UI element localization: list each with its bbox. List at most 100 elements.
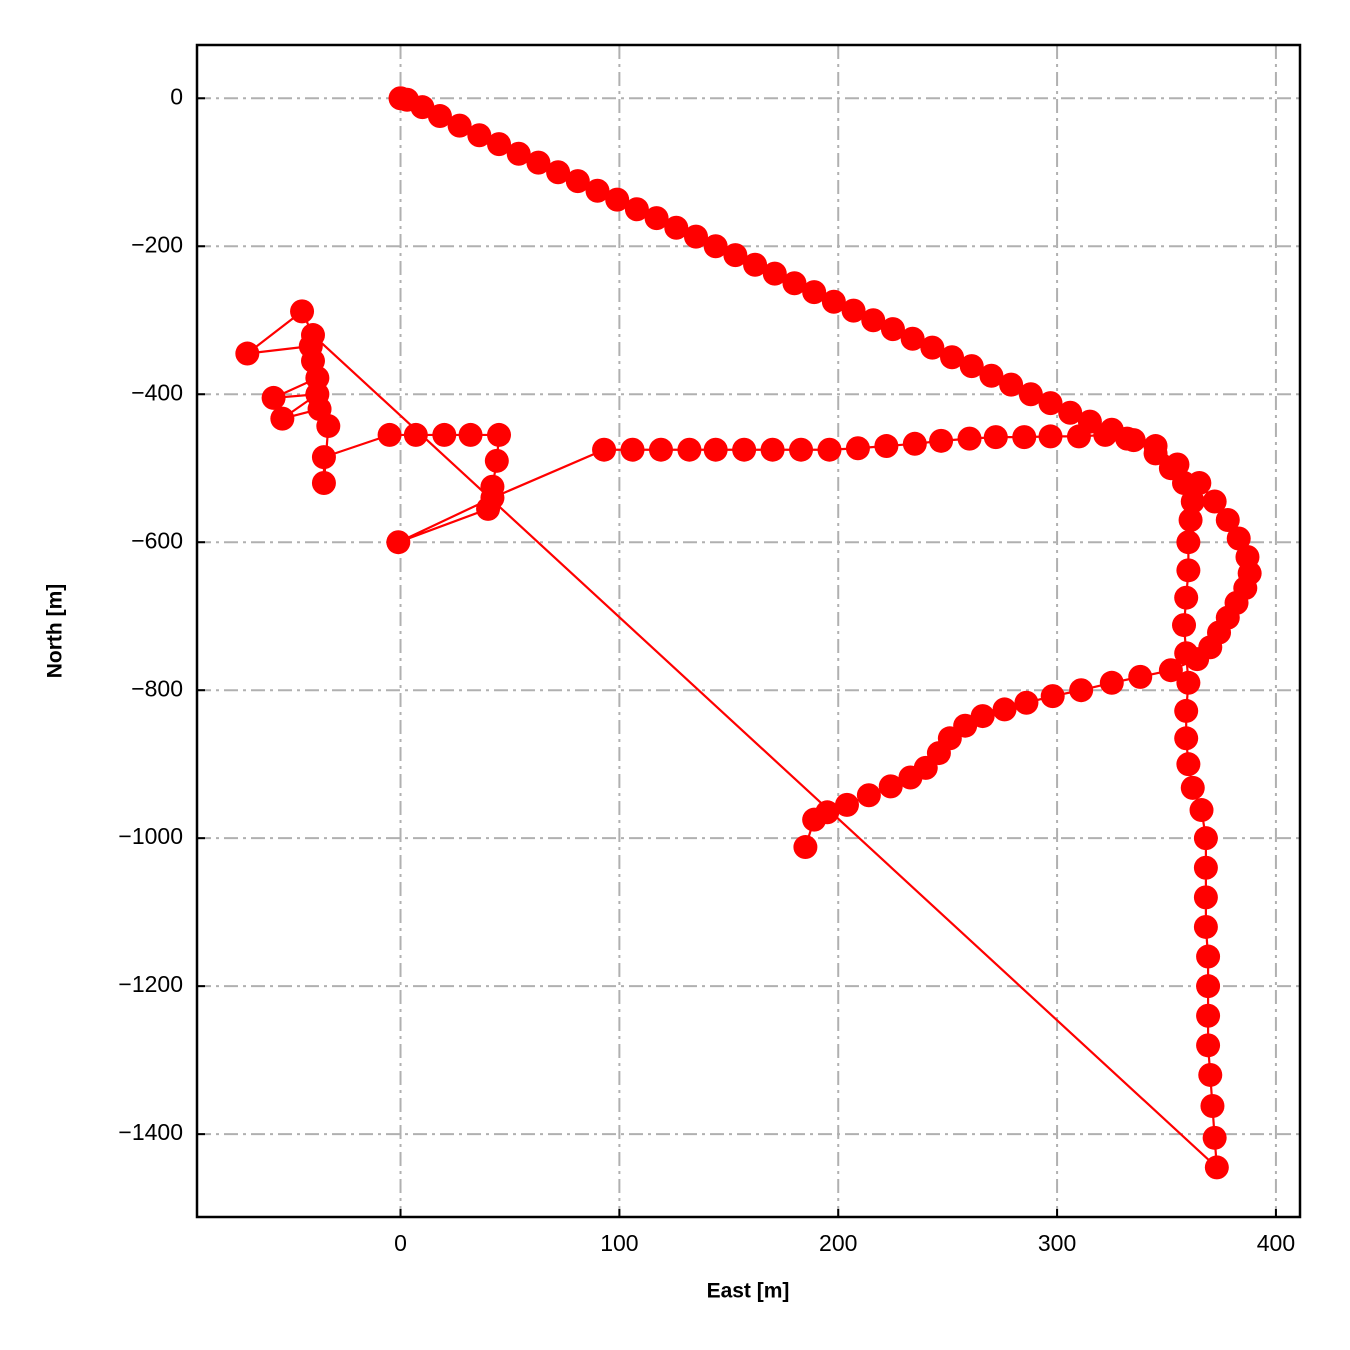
point-marker xyxy=(1176,670,1201,695)
point-marker xyxy=(683,224,708,249)
point-marker xyxy=(732,437,757,462)
point-marker xyxy=(1128,664,1153,689)
point-marker xyxy=(789,437,814,462)
point-marker xyxy=(929,428,954,453)
point-marker xyxy=(1115,426,1140,451)
x-tick-label: 0 xyxy=(394,1230,407,1256)
point-marker xyxy=(1185,647,1210,672)
point-marker xyxy=(1066,424,1091,449)
y-tick-label: −1400 xyxy=(118,1119,183,1145)
point-marker xyxy=(920,335,945,360)
point-marker xyxy=(648,437,673,462)
point-marker xyxy=(743,252,768,277)
point-marker xyxy=(565,169,590,194)
y-tick-label: −400 xyxy=(131,379,183,405)
point-marker xyxy=(311,445,336,470)
point-marker xyxy=(1202,1125,1227,1150)
point-marker xyxy=(526,150,551,175)
point-marker xyxy=(992,697,1017,722)
y-tick-label: −1000 xyxy=(118,823,183,849)
point-marker xyxy=(261,385,286,410)
point-marker xyxy=(585,178,610,203)
point-marker xyxy=(403,422,428,447)
point-marker xyxy=(592,437,617,462)
point-marker xyxy=(1099,670,1124,695)
point-marker xyxy=(723,243,748,268)
point-marker xyxy=(624,197,649,222)
point-marker xyxy=(1040,684,1065,709)
point-marker xyxy=(1143,434,1168,459)
point-marker xyxy=(959,354,984,379)
point-marker xyxy=(1178,508,1203,533)
point-marker xyxy=(703,437,728,462)
point-marker xyxy=(802,807,827,832)
point-marker xyxy=(620,437,645,462)
point-marker xyxy=(1215,508,1240,533)
point-marker xyxy=(311,471,336,496)
point-marker xyxy=(644,206,669,231)
y-tick-label: −800 xyxy=(131,675,183,701)
point-marker xyxy=(1176,752,1201,777)
point-marker xyxy=(845,436,870,461)
point-marker xyxy=(1014,690,1039,715)
point-marker xyxy=(1176,558,1201,583)
point-marker xyxy=(546,160,571,185)
point-marker xyxy=(458,422,483,447)
point-marker xyxy=(861,308,886,333)
x-tick-label: 200 xyxy=(819,1230,857,1256)
point-marker xyxy=(1038,424,1063,449)
point-marker xyxy=(432,422,457,447)
point-marker xyxy=(1018,382,1043,407)
point-marker xyxy=(856,783,881,808)
point-marker xyxy=(957,426,982,451)
x-axis-label: East [m] xyxy=(707,1280,790,1303)
point-marker xyxy=(1193,914,1218,939)
point-marker xyxy=(386,530,411,555)
point-marker xyxy=(1226,526,1251,551)
point-marker xyxy=(1069,678,1094,703)
point-marker xyxy=(979,363,1004,388)
point-marker xyxy=(762,261,787,286)
point-marker xyxy=(1158,658,1183,683)
point-marker xyxy=(487,132,512,157)
point-marker xyxy=(1180,489,1205,514)
x-tick-label: 300 xyxy=(1038,1230,1076,1256)
point-marker xyxy=(1165,452,1190,477)
point-marker xyxy=(605,187,630,212)
point-marker xyxy=(880,317,905,342)
point-marker xyxy=(1196,1003,1221,1028)
point-marker xyxy=(1193,855,1218,880)
point-marker xyxy=(664,215,689,240)
point-marker xyxy=(316,414,341,439)
point-marker xyxy=(1038,391,1063,416)
point-marker xyxy=(480,485,505,510)
point-marker xyxy=(841,298,866,323)
y-tick-label: −600 xyxy=(131,527,183,553)
point-marker xyxy=(1174,726,1199,751)
point-marker xyxy=(817,437,842,462)
point-marker xyxy=(793,835,818,860)
point-marker xyxy=(1193,885,1218,910)
point-marker xyxy=(290,299,315,324)
x-tick-label: 100 xyxy=(600,1230,638,1256)
point-marker xyxy=(427,104,452,129)
y-tick-label: 0 xyxy=(170,83,183,109)
point-marker xyxy=(760,437,785,462)
point-marker xyxy=(235,341,260,366)
point-marker xyxy=(270,406,295,431)
point-marker xyxy=(874,434,899,459)
point-marker xyxy=(1176,530,1201,555)
point-marker xyxy=(970,704,995,729)
point-marker xyxy=(1202,489,1227,514)
point-marker xyxy=(1204,1155,1229,1180)
point-marker xyxy=(1187,471,1212,496)
point-marker xyxy=(983,425,1008,450)
point-marker xyxy=(834,792,859,817)
point-marker xyxy=(940,345,965,370)
point-marker xyxy=(902,431,927,456)
point-marker xyxy=(467,123,492,148)
point-marker xyxy=(1174,585,1199,610)
point-marker xyxy=(1193,826,1218,851)
point-marker xyxy=(703,234,728,259)
point-marker xyxy=(1012,425,1037,450)
